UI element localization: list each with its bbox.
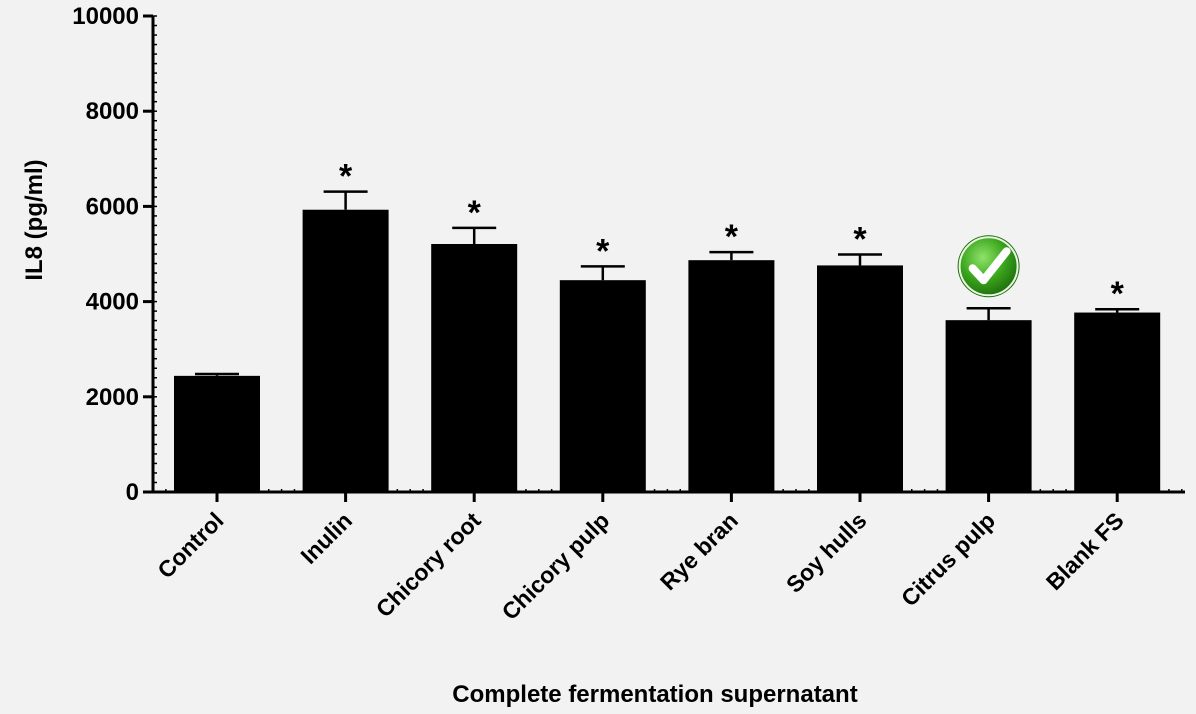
x-axis-title: Complete fermentation supernatant xyxy=(452,681,857,708)
bar xyxy=(945,320,1032,492)
bars: * * * * * * xyxy=(174,158,1161,492)
y-tick-label: 10000 xyxy=(72,3,139,30)
significance-star: * xyxy=(339,158,353,196)
x-tick-label: Blank FS xyxy=(1041,507,1129,595)
x-tick-label: Inulin xyxy=(295,507,357,569)
bar xyxy=(817,265,903,492)
y-tick-label: 8000 xyxy=(86,98,139,125)
y-tick-label: 6000 xyxy=(86,193,139,220)
significance-star: * xyxy=(1111,275,1125,313)
bar xyxy=(302,209,389,492)
significance-star: * xyxy=(853,220,867,258)
bar xyxy=(431,244,518,492)
bar xyxy=(688,260,775,492)
y-tick-label: 2000 xyxy=(86,384,139,411)
y-tick-label: 0 xyxy=(126,479,139,506)
x-tick-label: Chicory pulp xyxy=(497,507,615,625)
checkmark-icon xyxy=(957,235,1020,298)
x-tick-label: Chicory root xyxy=(371,507,486,622)
bar xyxy=(174,375,260,492)
x-tick-label: Control xyxy=(152,507,228,583)
bar xyxy=(1074,312,1161,492)
significance-star: * xyxy=(468,194,482,232)
x-tick-label: Rye bran xyxy=(655,507,743,595)
significance-star: * xyxy=(596,232,610,270)
x-tick-label: Citrus pulp xyxy=(896,507,1000,611)
bar xyxy=(559,280,646,492)
x-tick-label: Soy hulls xyxy=(781,507,872,598)
y-tick-label: 4000 xyxy=(86,289,139,316)
significance-star: * xyxy=(725,218,739,256)
y-axis-title: IL8 (pg/ml) xyxy=(21,159,48,280)
